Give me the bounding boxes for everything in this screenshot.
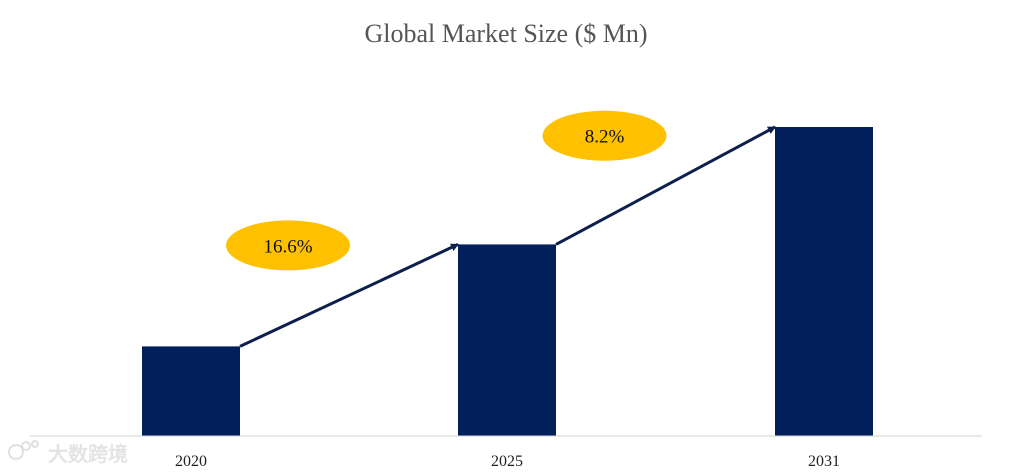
bar-2031: [775, 127, 873, 436]
x-tick-label-2031: 2031: [808, 453, 840, 470]
bar-2020: [142, 346, 240, 436]
cagr-label-1: 16.6%: [263, 236, 312, 257]
watermark-logo-icon: [8, 444, 24, 460]
cagr-annotation-group: 16.6% 8.2%: [226, 110, 776, 348]
x-tick-label-2025: 2025: [491, 453, 523, 470]
x-tick-group: 2020 2025 2031: [175, 453, 840, 470]
chart-title: Global Market Size ($ Mn): [364, 19, 647, 48]
watermark-text: 大数跨境: [48, 442, 128, 466]
x-tick-label-2020: 2020: [175, 453, 207, 470]
bar-2025: [458, 244, 556, 436]
growth-arrow-2: [555, 125, 776, 246]
cagr-label-2: 8.2%: [585, 127, 625, 148]
watermark-logo: 大数跨境: [8, 440, 128, 466]
cagr-badge-1: [226, 220, 350, 271]
bar-group: [142, 127, 873, 436]
cagr-badge-2: [542, 110, 667, 161]
growth-arrow-1: [239, 243, 459, 348]
